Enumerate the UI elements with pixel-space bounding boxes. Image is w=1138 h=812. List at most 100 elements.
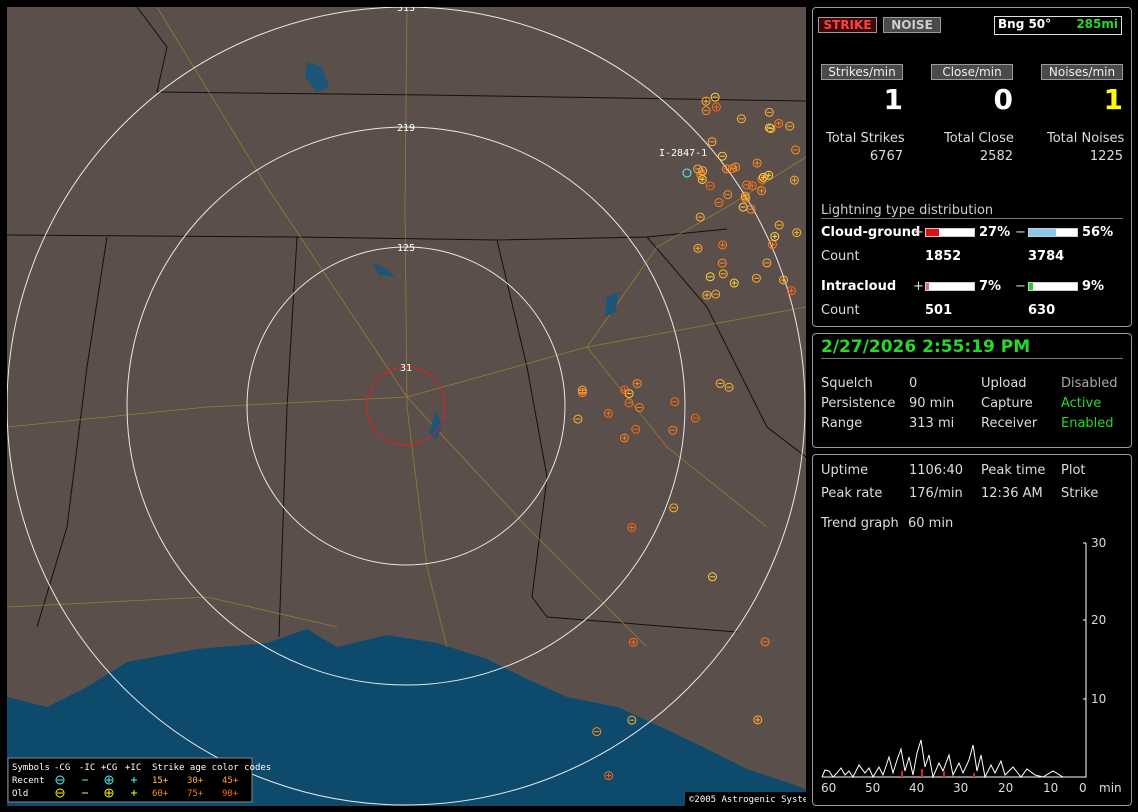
minus-count: 630 [1028, 303, 1056, 318]
graph-x-label: 10 [1043, 781, 1059, 795]
minus-sign: − [1015, 225, 1026, 240]
strike-button[interactable]: STRIKE [818, 17, 877, 33]
strike-marker [789, 175, 799, 185]
count-label: Count [821, 303, 860, 318]
strike-marker [573, 414, 583, 424]
strike-marker [668, 425, 678, 435]
status-cell: Receiver [981, 416, 1038, 431]
minus-pct: 9% [1082, 279, 1105, 294]
noise-button[interactable]: NOISE [883, 17, 941, 33]
total-label: Total Close [944, 131, 1014, 146]
trend-graph [821, 542, 1087, 779]
strike-markers [573, 92, 802, 781]
minus-count: 3784 [1028, 249, 1065, 264]
strike-marker [764, 123, 774, 133]
strike-marker [774, 118, 784, 128]
minus-pct: 56% [1082, 225, 1114, 240]
total-value: 1225 [1089, 149, 1123, 164]
strike-marker [718, 269, 728, 279]
distance: 285mi [1076, 17, 1118, 31]
rate-button[interactable]: Noises/min [1041, 64, 1123, 80]
status-cell: 90 min [909, 396, 955, 411]
trend-close [901, 769, 975, 777]
status-cell: Active [1061, 396, 1102, 411]
total-value: 6767 [869, 149, 903, 164]
graph-axis [822, 543, 1087, 778]
strike-marker [792, 228, 802, 238]
strike-marker [766, 124, 776, 134]
plus-bar [925, 228, 975, 237]
strike-marker [669, 503, 679, 513]
strike-marker [710, 92, 720, 102]
strike-marker [770, 232, 780, 242]
strike-marker [707, 137, 717, 147]
strike-marker [690, 413, 700, 423]
strike-marker [729, 278, 739, 288]
plus-sign: + [913, 279, 924, 294]
strike-marker [705, 181, 715, 191]
strike-marker [620, 385, 630, 395]
strike-marker [760, 637, 770, 647]
strike-marker [624, 398, 634, 408]
strike-marker [738, 202, 748, 212]
type-label: Intracloud [821, 279, 897, 294]
graph-x-label: 40 [909, 781, 925, 795]
strike-marker [631, 424, 641, 434]
status-cell: Disabled [1061, 376, 1118, 391]
strike-marker [791, 145, 801, 155]
graph-y-label: 20 [1091, 613, 1107, 627]
stats-cell: Peak time [981, 463, 1046, 478]
lakes [305, 62, 619, 439]
status-cell: 0 [909, 376, 918, 391]
age-code: 90+ [222, 789, 239, 799]
trend-value: 60 min [908, 516, 954, 531]
strike-marker [718, 240, 728, 250]
strike-marker [693, 243, 703, 253]
total-value: 2582 [979, 149, 1013, 164]
strike-marker [721, 164, 731, 174]
strike-marker [697, 174, 707, 184]
counts-panel [812, 7, 1132, 327]
bearing-box [994, 16, 1122, 35]
strike-marker [757, 186, 767, 196]
map: 313 219 125 31 I-2847-1 Symbols -CG -IC … [7, 7, 806, 806]
plus-count: 1852 [925, 249, 962, 264]
graph-unit: min [1099, 781, 1122, 795]
station-marker [682, 168, 692, 178]
age-code: 75+ [187, 789, 204, 799]
trend-line [821, 739, 1086, 779]
strike-marker [592, 727, 602, 737]
ring-label: 219 [397, 123, 415, 134]
rate-button[interactable]: Strikes/min [821, 64, 903, 80]
total-label: Total Strikes [826, 131, 905, 146]
plus-pct: 7% [979, 279, 1002, 294]
legend-header: -IC [79, 763, 95, 773]
strike-marker [707, 572, 717, 582]
roads [7, 7, 806, 648]
rate-button[interactable]: Close/min [931, 64, 1013, 80]
age-code: 30+ [187, 776, 204, 786]
graph-y-label: 10 [1091, 692, 1107, 706]
strike-marker [723, 190, 733, 200]
strike-marker [711, 102, 721, 112]
graph-ticks [1083, 542, 1086, 700]
minus-bar [1028, 282, 1078, 291]
age-code: 15+ [152, 776, 169, 786]
plus-bar [925, 282, 975, 291]
strike-marker [717, 151, 727, 161]
strike-marker [747, 181, 757, 191]
bar-fill [926, 283, 930, 290]
legend-header: +IC [125, 763, 141, 773]
legend-header: Symbols [12, 763, 50, 773]
stats-cell: 1106:40 [909, 463, 964, 478]
datetime: 2/27/2026 2:55:19 PM [821, 337, 1123, 359]
age-code: 45+ [222, 776, 239, 786]
minus-sign: − [1015, 279, 1026, 294]
stats-cell: Uptime [821, 463, 869, 478]
strike-marker [767, 239, 777, 249]
graph-x-label: 0 [1079, 781, 1087, 795]
strike-marker [774, 220, 784, 230]
strike-marker [764, 107, 774, 117]
strike-marker [740, 191, 750, 201]
